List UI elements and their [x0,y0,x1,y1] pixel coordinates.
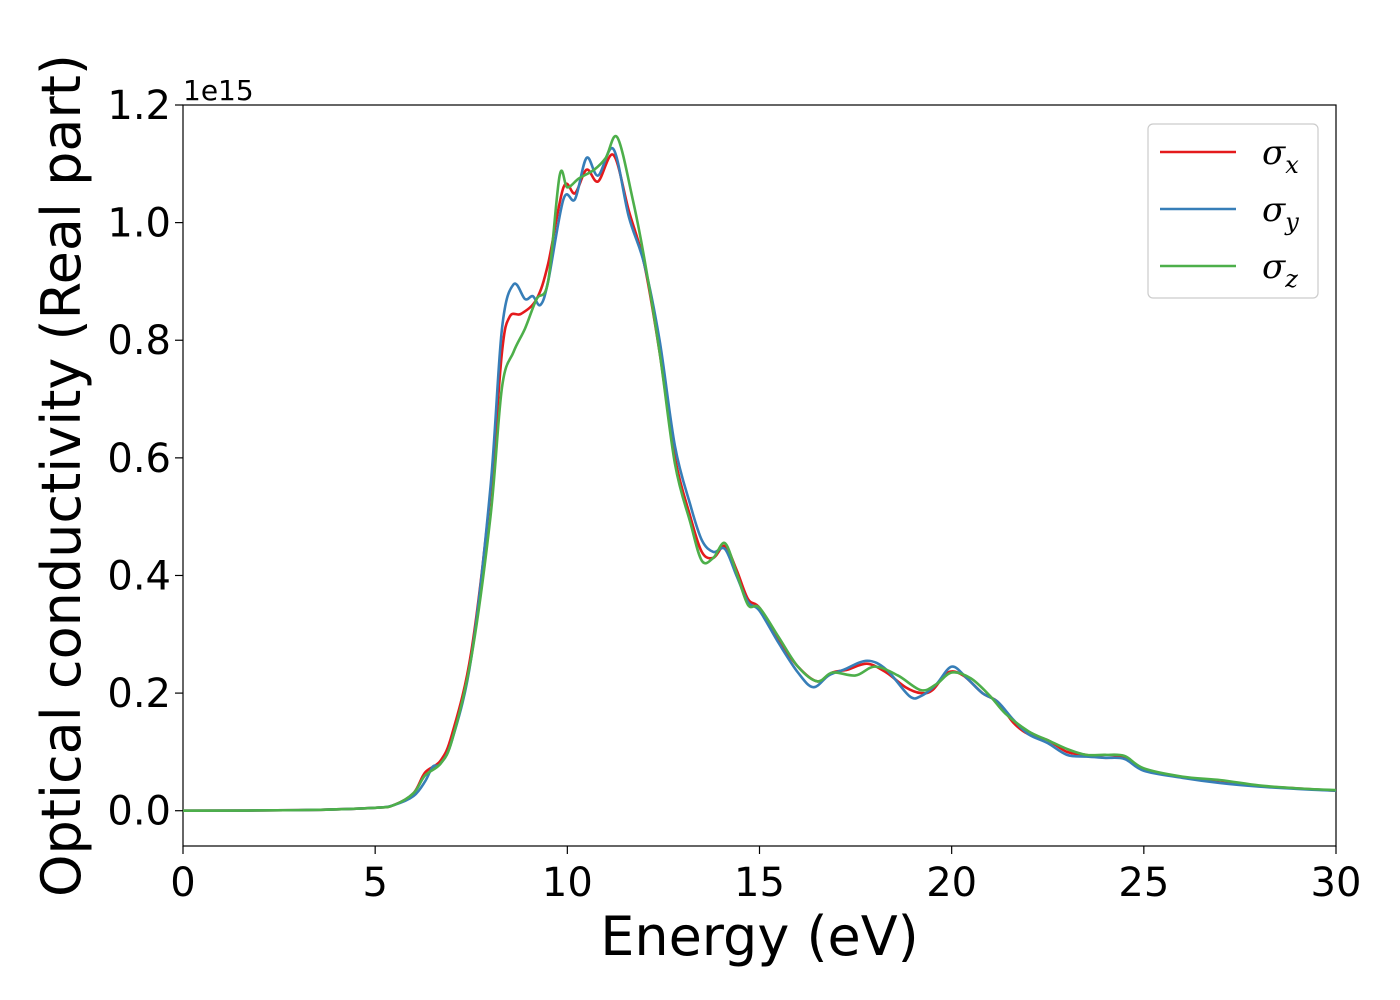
legend-box [1147,123,1319,299]
series-line-z [183,134,1336,813]
x-tick-label: 20 [926,860,977,906]
legend-symbol: σ [1262,247,1286,287]
y-tick-label: 0.6 [107,436,171,482]
series-layer [183,134,1336,813]
plot-frame [182,104,1337,847]
legend-subscript: y [1284,208,1299,236]
plot-area [182,104,1337,847]
x-tick-label: 30 [1311,860,1362,906]
legend-subscript: x [1285,151,1299,179]
x-tick-label: 5 [362,860,387,906]
legend-subscript: z [1284,265,1298,293]
y-axis-title: Optical conductivity (Real part) [30,54,93,897]
x-tick-label: 10 [542,860,593,906]
x-axis: 0 5 10 15 20 25 30 [170,846,1361,906]
legend-label-x: σx [1262,133,1299,179]
legend-symbol: σ [1262,190,1286,230]
y-tick-label: 1.2 [107,83,171,129]
y-offset-label: 1e15 [183,74,254,107]
y-axis: 0.0 0.2 0.4 0.6 0.8 1.0 1.2 [107,83,183,835]
x-tick-label: 25 [1118,860,1169,906]
y-tick-label: 1.0 [107,201,171,247]
y-tick-label: 0.2 [107,671,171,717]
x-tick-label: 15 [734,860,785,906]
x-tick-label: 0 [170,860,195,906]
y-tick-label: 0.0 [107,789,171,835]
x-axis-title: Energy (eV) [600,905,919,968]
legend-label-y: σy [1262,190,1299,236]
legend-label-z: σz [1262,247,1298,293]
legend-symbol: σ [1262,133,1286,173]
y-tick-label: 0.8 [107,318,171,364]
y-tick-label: 0.4 [107,553,171,599]
